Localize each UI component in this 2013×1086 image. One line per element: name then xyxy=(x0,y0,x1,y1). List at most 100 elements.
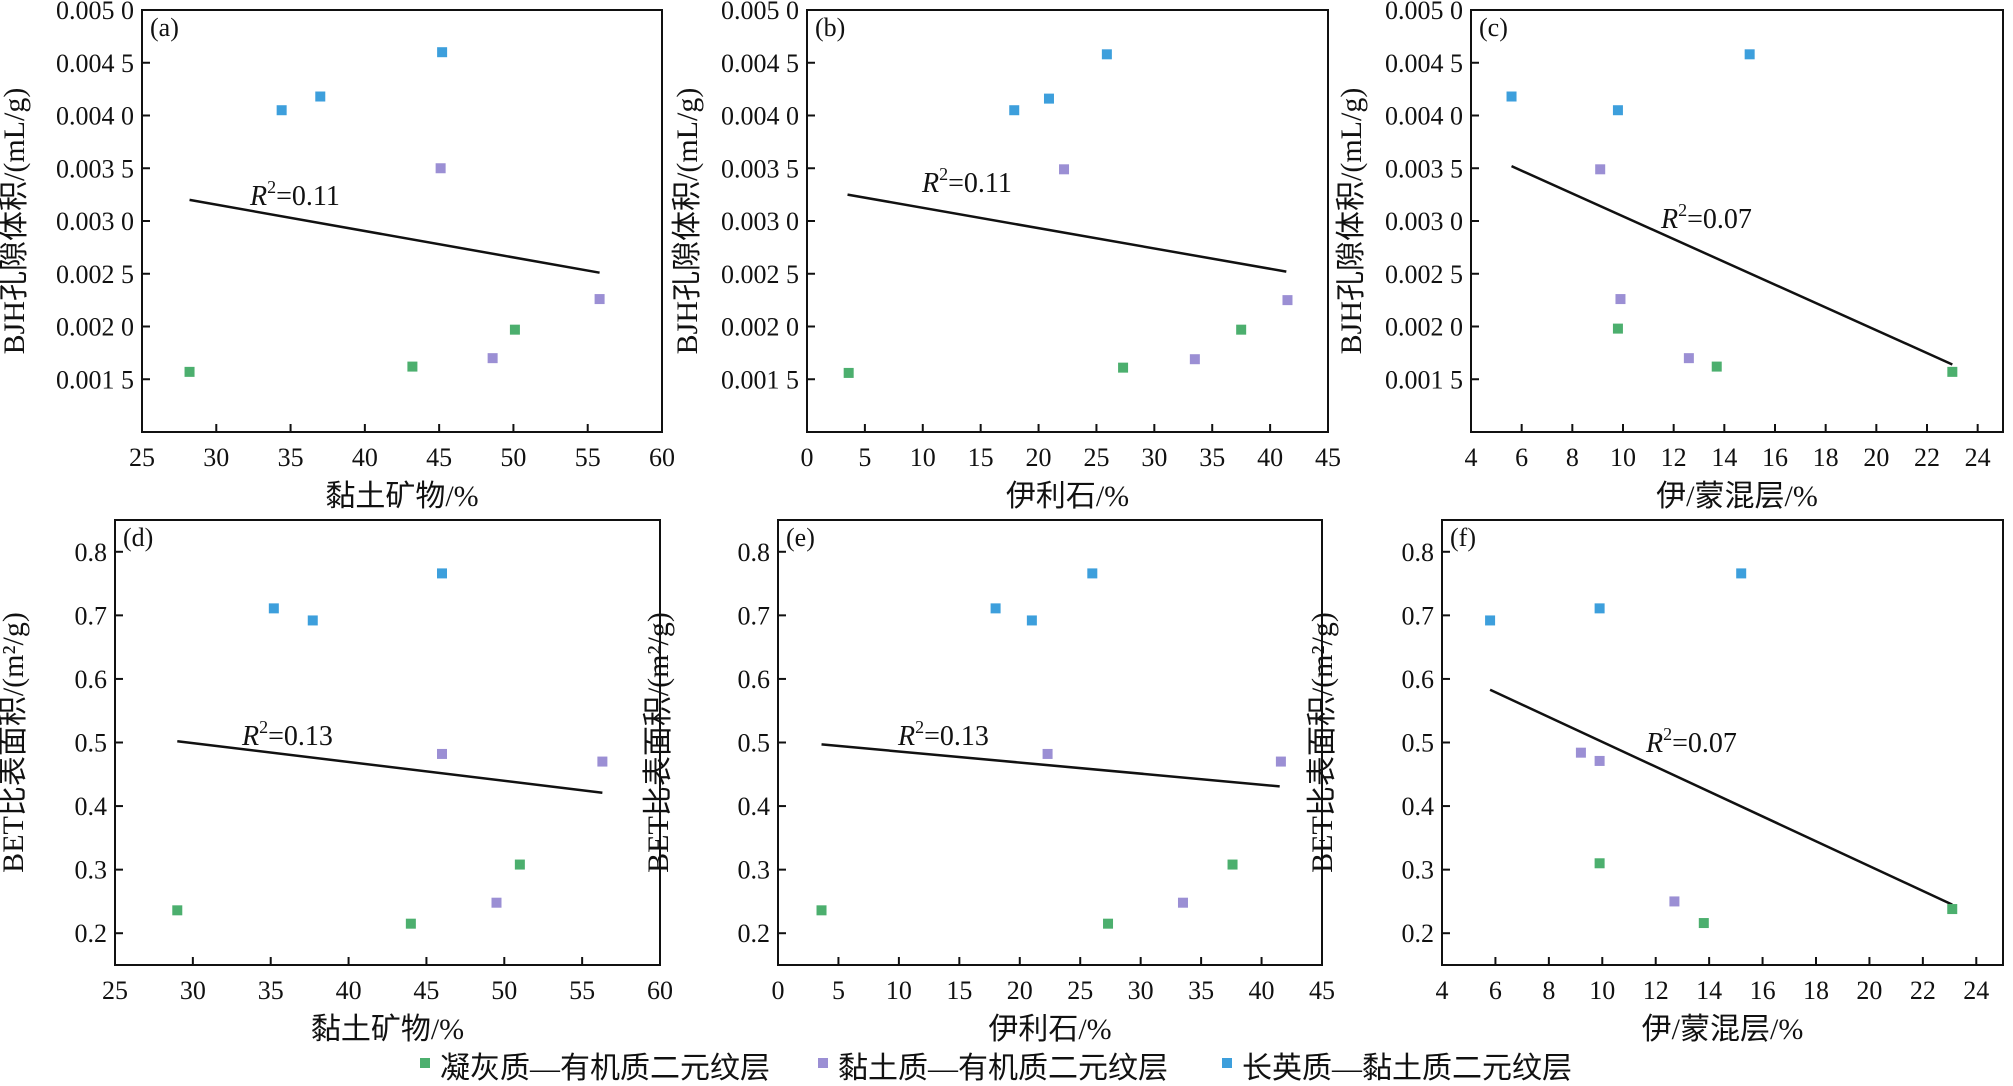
data-point xyxy=(1485,615,1496,626)
y-tick-label: 0.4 xyxy=(75,792,108,821)
x-tick-label: 40 xyxy=(336,976,362,1005)
data-point xyxy=(1947,904,1958,915)
data-point xyxy=(487,353,498,364)
data-point xyxy=(315,91,326,102)
y-tick-label: 0.002 5 xyxy=(1385,260,1463,289)
data-point xyxy=(437,47,448,58)
data-point xyxy=(1101,49,1112,60)
y-tick-label: 0.004 5 xyxy=(721,49,799,78)
y-axis-title: BET比表面积/(m²/g) xyxy=(1306,612,1339,873)
r-symbol: R xyxy=(1645,728,1663,759)
x-tick-label: 20 xyxy=(1863,443,1889,472)
y-tick-label: 0.005 0 xyxy=(1385,0,1463,25)
y-tick-label: 0.8 xyxy=(75,538,108,567)
x-tick-label: 8 xyxy=(1566,443,1579,472)
panel-a: 25 30 35 40 45 50 55 60 0.001 5 0.002 0 0.002 5 0.0… xyxy=(0,0,675,513)
x-axis-title: 伊/蒙混层/% xyxy=(1656,480,1818,513)
x-tick-label: 25 xyxy=(102,976,128,1005)
panel-label: (c) xyxy=(1479,13,1508,42)
legend: 凝灰质—有机质二元纹层 黏土质—有机质二元纹层 长英质—黏土质二元纹层 xyxy=(420,1052,1572,1085)
x-tick-label: 4 xyxy=(1436,976,1449,1005)
data-point xyxy=(437,748,447,759)
y-tick-label: 0.004 0 xyxy=(721,102,799,131)
r-squared-value: =0.07 xyxy=(1687,204,1752,235)
data-point xyxy=(1615,294,1626,305)
r-superscript: 2 xyxy=(939,164,948,184)
data-point xyxy=(307,615,318,626)
data-point xyxy=(816,905,827,916)
x-tick-label: 40 xyxy=(352,443,378,472)
data-point xyxy=(435,163,446,174)
y-axis-title: BJH孔隙体积/(mL/g) xyxy=(1335,88,1368,355)
y-tick-label: 0.004 0 xyxy=(56,102,134,131)
data-point xyxy=(276,105,287,116)
data-point xyxy=(990,603,1001,614)
r-symbol: R xyxy=(241,721,259,752)
data-point xyxy=(1236,324,1247,335)
y-tick-label: 0.4 xyxy=(738,792,771,821)
legend-marker xyxy=(420,1058,430,1068)
x-tick-label: 40 xyxy=(1249,976,1275,1005)
data-point xyxy=(1612,105,1623,116)
x-tick-label: 35 xyxy=(1199,443,1225,472)
x-tick-label: 6 xyxy=(1489,976,1502,1005)
y-tick-label: 0.6 xyxy=(75,665,108,694)
y-tick-label: 0.004 5 xyxy=(56,49,134,78)
y-tick-label: 0.3 xyxy=(75,856,108,885)
y-tick-label: 0.3 xyxy=(1402,856,1435,885)
x-tick-label: 15 xyxy=(968,443,994,472)
r-squared-label: R2=0.07 xyxy=(1645,724,1737,759)
y-tick-label: 0.003 0 xyxy=(721,207,799,236)
y-tick-label: 0.4 xyxy=(1402,792,1435,821)
y-tick-label: 0.3 xyxy=(738,856,771,885)
plot-frame xyxy=(806,9,1329,433)
x-tick-label: 18 xyxy=(1813,443,1839,472)
y-tick-label: 0.003 0 xyxy=(56,207,134,236)
y-tick-label: 0.003 5 xyxy=(56,154,134,183)
y-tick-label: 0.2 xyxy=(738,919,771,948)
r-squared-value: =0.11 xyxy=(948,168,1012,199)
y-tick-label: 0.004 0 xyxy=(1385,102,1463,131)
r-symbol: R xyxy=(249,181,267,212)
x-tick-label: 60 xyxy=(647,976,673,1005)
data-point xyxy=(1612,323,1623,334)
y-tick-label: 0.005 0 xyxy=(721,0,799,25)
y-tick-label: 0.5 xyxy=(738,729,771,758)
x-tick-label: 4 xyxy=(1465,443,1478,472)
data-point xyxy=(1744,49,1755,60)
r-squared-value: =0.13 xyxy=(924,721,989,752)
y-tick-label: 0.002 0 xyxy=(1385,313,1463,342)
x-tick-label: 45 xyxy=(413,976,439,1005)
data-point xyxy=(184,366,195,377)
x-tick-label: 35 xyxy=(258,976,284,1005)
data-point xyxy=(491,897,502,908)
x-tick-label: 10 xyxy=(1610,443,1636,472)
y-tick-label: 0.7 xyxy=(738,601,771,630)
x-tick-label: 25 xyxy=(129,443,155,472)
y-axis-title: BJH孔隙体积/(mL/g) xyxy=(671,88,704,355)
panel-label: (f) xyxy=(1450,523,1476,552)
data-point xyxy=(1594,755,1605,766)
r-superscript: 2 xyxy=(915,717,924,737)
panel-d: 25 30 35 40 45 50 55 60 0.2 0.3 0.4 0.5 0.6 0.7 0.8 黏土矿… xyxy=(0,519,673,1046)
panel-e: 0 5 10 15 20 25 30 35 40 45 0.2 0.3 0.4 0.5 0.6 0.7 0.8 伊… xyxy=(642,519,1335,1046)
data-point xyxy=(1506,91,1517,102)
y-tick-label: 0.005 0 xyxy=(56,0,134,25)
r-superscript: 2 xyxy=(259,717,268,737)
x-tick-label: 40 xyxy=(1257,443,1283,472)
x-tick-label: 20 xyxy=(1856,976,1882,1005)
y-tick-label: 0.2 xyxy=(1402,919,1435,948)
y-axis-title: BJH孔隙体积/(mL/g) xyxy=(0,88,31,355)
trend-line xyxy=(1511,165,1953,366)
data-point xyxy=(1711,361,1722,372)
x-tick-label: 15 xyxy=(946,976,972,1005)
x-tick-label: 24 xyxy=(1963,976,1989,1005)
r-squared-value: =0.07 xyxy=(1672,728,1737,759)
data-point xyxy=(514,859,525,870)
data-point xyxy=(1594,858,1605,869)
x-tick-label: 20 xyxy=(1026,443,1052,472)
x-tick-label: 50 xyxy=(491,976,517,1005)
x-tick-label: 0 xyxy=(801,443,814,472)
data-point xyxy=(405,918,416,929)
